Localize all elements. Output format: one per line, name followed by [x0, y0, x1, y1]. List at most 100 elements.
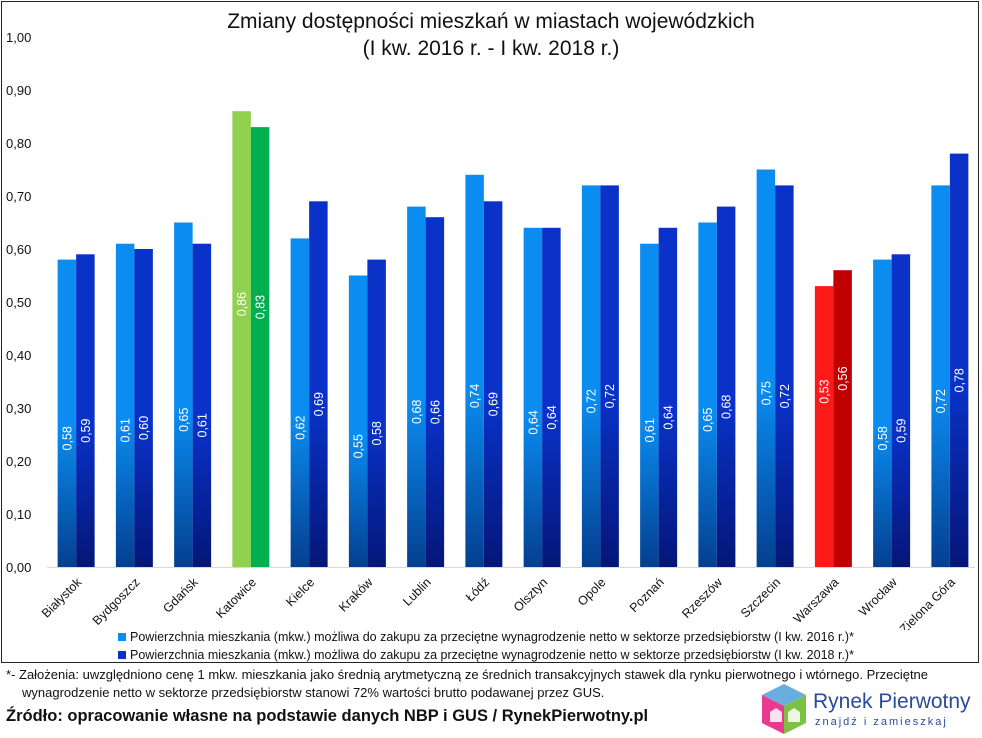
bar-2016	[698, 222, 717, 567]
bar-2018	[134, 249, 153, 567]
bar-2018	[891, 254, 911, 568]
x-tick-label: Kielce	[283, 575, 317, 609]
y-tick-label: 0,80	[6, 136, 31, 151]
bar-2018	[425, 217, 445, 567]
data-label: 0,65	[177, 408, 191, 432]
footnote-line-2: wynagrodzenie netto w sektorze przedsięb…	[22, 685, 605, 700]
y-tick-label: 1,00	[6, 30, 31, 45]
y-tick-label: 0,60	[6, 242, 31, 257]
data-label: 0,64	[526, 410, 540, 434]
bar-2018	[949, 153, 969, 567]
data-label: 0,59	[79, 418, 93, 442]
bar-2016	[756, 169, 776, 567]
bar-2018	[250, 127, 270, 567]
bar-2016	[348, 275, 368, 567]
bar-2018	[600, 185, 619, 567]
data-label: 0,55	[352, 434, 366, 458]
x-tick-label: Szczecin	[738, 575, 783, 620]
bar-2018	[76, 254, 95, 568]
bar-2016	[407, 206, 426, 567]
chart-frame	[1, 1, 979, 663]
x-tick-label: Zielona Góra	[897, 575, 958, 630]
data-label: 0,58	[370, 421, 384, 445]
x-tick-label: Poznań	[627, 575, 667, 615]
bar-2018	[775, 185, 794, 567]
chart-title: Zmiany dostępności mieszkań w miastach w…	[227, 10, 755, 33]
data-label: 0,68	[720, 395, 734, 419]
legend-item-2018: Powierzchnia mieszkania (mkw.) możliwa d…	[118, 648, 854, 662]
x-tick-label: Warszawa	[791, 575, 842, 626]
y-tick-label: 0,10	[6, 507, 31, 522]
x-tick-label: Opole	[575, 575, 609, 609]
data-label: 0,72	[778, 384, 792, 408]
bar-2016	[873, 259, 892, 567]
x-tick-label: Białystok	[39, 575, 85, 621]
bar-2016	[814, 286, 834, 567]
y-tick-label: 0,40	[6, 348, 31, 363]
data-label: 0,74	[468, 384, 482, 408]
bar-2016	[640, 243, 659, 567]
bar-2016	[57, 259, 77, 567]
bar-2018	[367, 259, 386, 567]
legend-swatch-2018	[118, 651, 126, 659]
data-label: 0,72	[934, 389, 948, 413]
legend-label-2016: Powierzchnia mieszkania (mkw.) możliwa d…	[130, 630, 854, 644]
data-label: 0,60	[137, 416, 151, 440]
data-label: 0,69	[312, 392, 326, 416]
y-tick-label: 0,70	[6, 189, 31, 204]
rynek-pierwotny-logo-icon	[762, 684, 806, 734]
bar-2018	[192, 243, 212, 567]
legend-swatch-2016	[118, 633, 126, 641]
data-label: 0,61	[119, 418, 133, 442]
bar-2018	[483, 201, 503, 568]
bar-2016	[174, 222, 193, 567]
bar-2016	[523, 227, 543, 568]
legend-label-2018: Powierzchnia mieszkania (mkw.) możliwa d…	[130, 648, 854, 662]
data-label: 0,61	[643, 418, 657, 442]
data-label: 0,72	[603, 384, 617, 408]
x-tick-label: Gdańsk	[160, 575, 201, 616]
data-label: 0,72	[585, 389, 599, 413]
data-label: 0,65	[701, 408, 715, 432]
x-tick-label: Lublin	[400, 575, 434, 609]
x-tick-label: Łódź	[463, 575, 492, 604]
bar-2018	[658, 227, 678, 568]
y-tick-label: 0,50	[6, 295, 31, 310]
bar-chart: 0,00 0,10 0,20 0,30 0,40 0,50 0,60 0,70 0,80 0,90…	[6, 30, 975, 630]
data-label: 0,64	[545, 405, 559, 429]
data-label: 0,61	[195, 413, 209, 437]
data-label: 0,58	[876, 426, 890, 450]
bar-2018	[716, 206, 736, 567]
data-label: 0,78	[953, 368, 967, 392]
logo-name: Rynek Pierwotny	[813, 690, 971, 713]
bar-2016	[465, 174, 484, 568]
data-label: 0,66	[428, 400, 442, 424]
logo-tagline: znajdź i zamieszkaj	[815, 716, 948, 728]
data-label: 0,75	[759, 381, 773, 405]
x-tick-label: Olsztyn	[511, 575, 550, 614]
y-tick-label: 0,30	[6, 401, 31, 416]
y-tick-label: 0,00	[6, 560, 31, 575]
source-note: Źródło: opracowanie własne na podstawie …	[6, 707, 649, 725]
data-label: 0,53	[818, 379, 832, 403]
data-label: 0,64	[661, 405, 675, 429]
bar-2016	[290, 238, 310, 567]
data-label: 0,56	[836, 366, 850, 390]
bar-2016	[931, 185, 950, 567]
y-tick-label: 0,90	[6, 83, 31, 98]
bar-2016	[115, 243, 135, 567]
bar-2018	[309, 201, 328, 568]
bar-2016	[581, 185, 601, 567]
data-label: 0,68	[410, 400, 424, 424]
x-tick-label: Rzeszów	[679, 575, 725, 621]
x-tick-label: Wrocław	[856, 575, 900, 619]
x-tick-label: Katowice	[213, 575, 259, 621]
footnote-line-1: *- Założenia: uwzględniono cenę 1 mkw. m…	[6, 667, 929, 682]
y-tick-label: 0,20	[6, 454, 31, 469]
legend-item-2016: Powierzchnia mieszkania (mkw.) możliwa d…	[118, 630, 854, 644]
data-label: 0,69	[487, 392, 501, 416]
data-label: 0,83	[254, 295, 268, 319]
bar-2018	[542, 227, 561, 568]
chart-subtitle: (I kw. 2016 r. - I kw. 2018 r.)	[362, 37, 620, 60]
